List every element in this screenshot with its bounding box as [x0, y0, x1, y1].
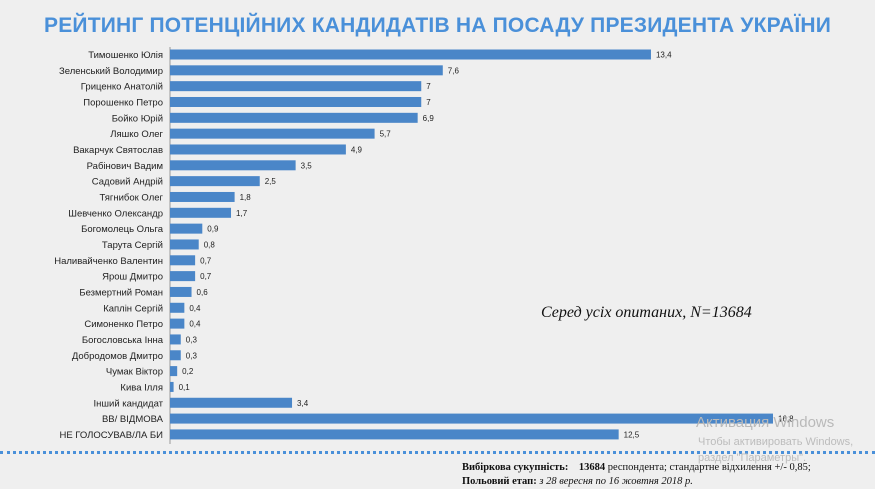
- category-label: Вакарчук Святослав: [73, 145, 163, 156]
- value-label: 0,3: [186, 335, 198, 344]
- bar: [170, 366, 178, 377]
- category-label: Ярош Дмитро: [102, 272, 163, 283]
- bar: [170, 255, 196, 266]
- windows-watermark-title: Активация Windows: [696, 414, 835, 431]
- category-label: Добродомов Дмитро: [72, 351, 163, 362]
- value-label: 0,9: [207, 225, 219, 234]
- bar: [170, 160, 296, 171]
- value-label: 5,7: [380, 130, 392, 139]
- sample-rest: респондента; стандартне відхилення +/- 0…: [607, 462, 811, 473]
- bar: [170, 176, 260, 187]
- category-label: Зеленський Володимир: [59, 66, 163, 77]
- bar: [170, 96, 422, 107]
- footer-divider: [0, 451, 875, 454]
- bar: [170, 191, 235, 202]
- page-title: РЕЙТИНГ ПОТЕНЦІЙНИХ КАНДИДАТІВ НА ПОСАДУ…: [43, 14, 832, 37]
- stage-label: Польовий етап:: [462, 476, 537, 487]
- bar: [170, 144, 346, 155]
- category-label: Шевченко Олександр: [68, 208, 163, 219]
- bar: [170, 286, 192, 297]
- bar: [170, 223, 203, 234]
- value-label: 0,1: [179, 383, 191, 392]
- value-label: 0,8: [204, 240, 216, 249]
- bar: [170, 318, 185, 329]
- bar: [170, 271, 196, 282]
- bar: [170, 207, 232, 218]
- value-label: 0,4: [189, 320, 201, 329]
- category-label: Ляшко Олег: [110, 129, 163, 140]
- value-label: 4,9: [351, 145, 363, 154]
- value-label: 7: [426, 98, 431, 107]
- value-label: 1,7: [236, 209, 248, 218]
- bar: [170, 239, 199, 250]
- value-label: 13,4: [656, 51, 672, 60]
- bar: [170, 128, 375, 139]
- category-label: Гриценко Анатолій: [81, 82, 163, 93]
- windows-watermark-line: раздел "Параметры".: [698, 452, 807, 464]
- category-label: Тягнибок Олег: [99, 192, 163, 203]
- bar: [170, 81, 422, 92]
- category-label: Безмертний Роман: [79, 287, 163, 298]
- category-label: Богословська Інна: [82, 335, 164, 346]
- category-label: Каплін Сергій: [103, 303, 163, 314]
- category-label: Тимошенко Юлія: [88, 50, 163, 61]
- footer-stage: Польовий етап: з 28 вересня по 16 жовтня…: [462, 476, 693, 487]
- chart-annotation: Серед усіх опитаних, N=13684: [541, 304, 752, 321]
- category-label: Порошенко Петро: [83, 97, 163, 108]
- category-label: Рабінович Вадим: [87, 161, 163, 172]
- category-label: ВВ/ ВІДМОВА: [102, 414, 164, 425]
- value-label: 0,7: [200, 272, 212, 281]
- category-label: Садовий Андрій: [92, 177, 163, 188]
- value-label: 0,4: [189, 304, 201, 313]
- bar: [170, 413, 773, 424]
- value-label: 3,4: [297, 399, 309, 408]
- category-label: Богомолець Ольга: [81, 224, 164, 235]
- value-label: 3,5: [301, 161, 313, 170]
- bar: [170, 334, 181, 345]
- stage-value: з 28 вересня по 16 жовтня 2018 р.: [539, 476, 693, 487]
- bar: [170, 397, 293, 408]
- category-label: Бойко Юрій: [112, 113, 163, 124]
- value-label: 7: [426, 82, 431, 91]
- category-label: Наливайченко Валентин: [54, 256, 163, 267]
- bar: [170, 112, 418, 123]
- bar: [170, 65, 443, 76]
- bar: [170, 302, 185, 313]
- category-label: Симоненко Петро: [84, 319, 163, 330]
- bar: [170, 429, 619, 440]
- value-label: 0,3: [186, 351, 198, 360]
- value-label: 16,8: [778, 415, 794, 424]
- category-label: Кива Ілля: [120, 382, 163, 393]
- category-label: Тарута Сергій: [102, 240, 163, 251]
- value-label: 1,8: [240, 193, 252, 202]
- bar: [170, 381, 174, 392]
- sample-value: 13684: [578, 462, 606, 473]
- bar: [170, 350, 181, 361]
- value-label: 2,5: [265, 177, 277, 186]
- category-label: Інший кандидат: [94, 398, 164, 409]
- sample-label: Вибіркова сукупність:: [462, 462, 569, 473]
- category-label: Чумак Віктор: [106, 367, 163, 378]
- value-label: 6,9: [423, 114, 435, 123]
- value-label: 0,2: [182, 367, 194, 376]
- windows-watermark-line: Чтобы активировать Windows,: [698, 436, 854, 448]
- value-label: 0,7: [200, 256, 212, 265]
- category-label: НЕ ГОЛОСУВАВ/ЛА БИ: [59, 430, 163, 441]
- footer-sample: Вибіркова сукупність: 13684 респондента;…: [462, 462, 811, 473]
- bar: [170, 49, 651, 60]
- value-label: 0,6: [197, 288, 209, 297]
- value-label: 12,5: [624, 430, 640, 439]
- value-label: 7,6: [448, 66, 460, 75]
